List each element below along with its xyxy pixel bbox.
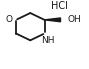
Text: O: O <box>6 15 13 24</box>
Text: HCl: HCl <box>51 1 68 11</box>
Text: NH: NH <box>41 36 54 45</box>
Text: OH: OH <box>68 15 81 24</box>
Polygon shape <box>44 18 61 22</box>
